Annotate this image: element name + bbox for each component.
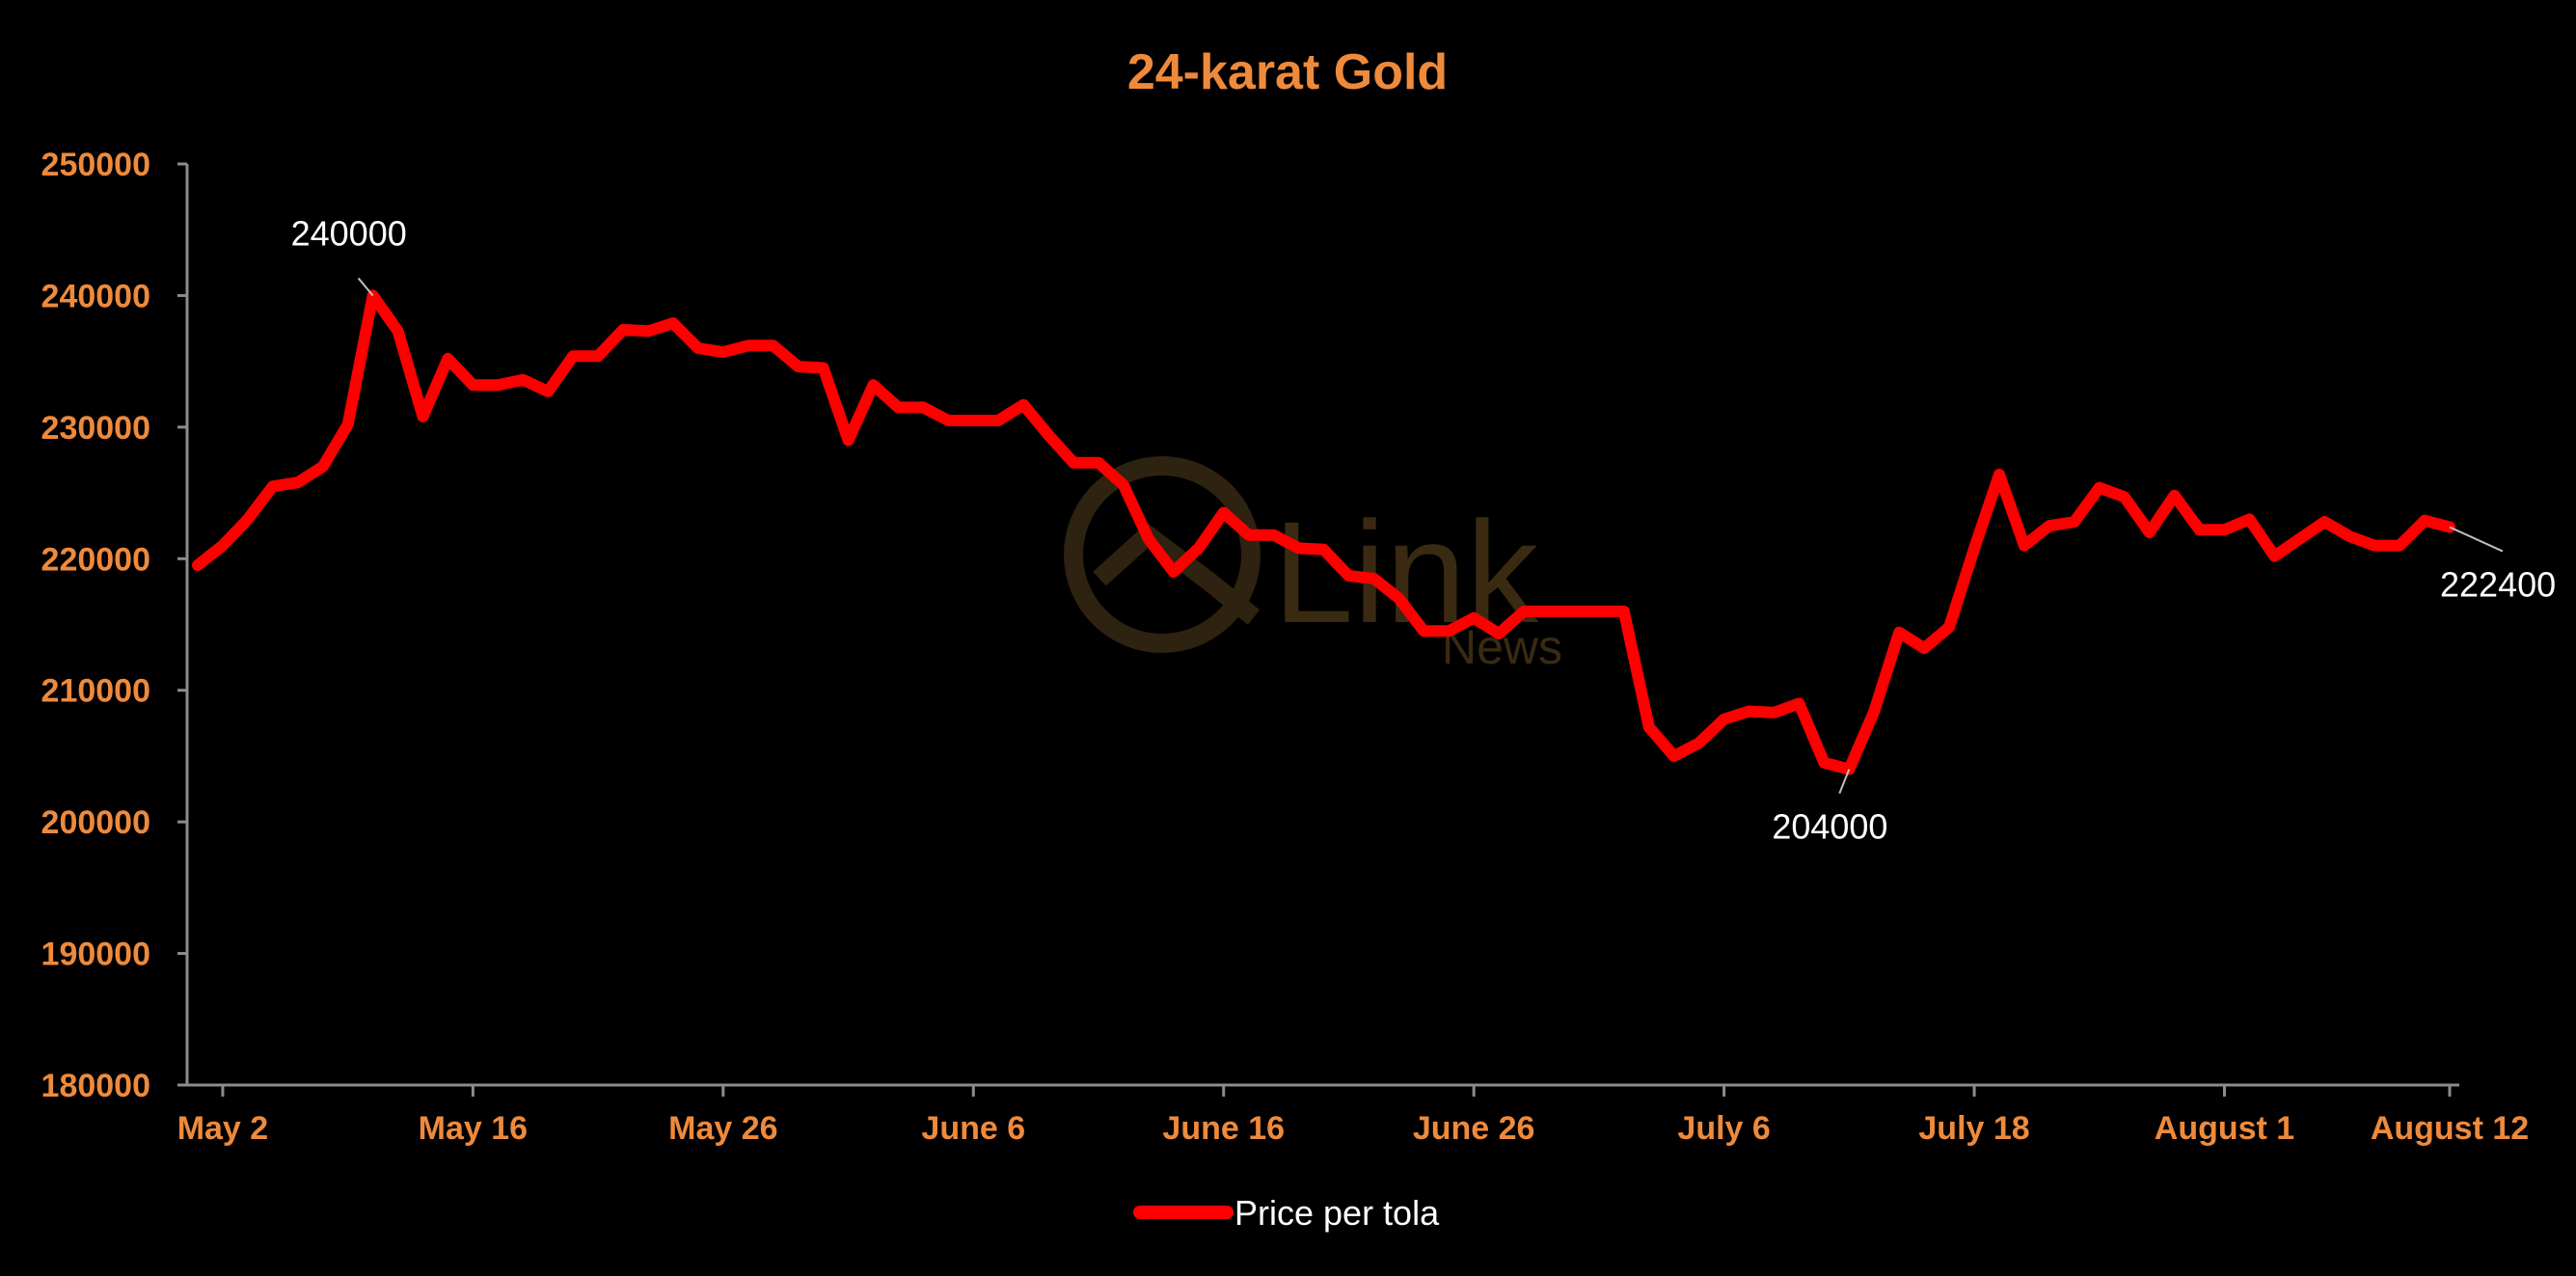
annotation-leader	[357, 277, 374, 297]
y-tick-label: 190000	[41, 937, 150, 973]
series-line-price-per-tola	[192, 289, 2455, 775]
series-group	[192, 289, 2455, 775]
watermark-logo-icon	[1064, 456, 1261, 653]
y-tick-label: 250000	[41, 147, 150, 183]
x-tick-label: June 16	[1162, 1110, 1285, 1147]
annotation-leader	[2449, 526, 2504, 553]
x-tick-label: June 26	[1413, 1110, 1535, 1147]
x-tick-label: May 26	[668, 1110, 777, 1147]
x-tick-label: June 6	[921, 1110, 1025, 1147]
x-tick-label: May 16	[419, 1110, 528, 1147]
watermark: Link News	[1064, 456, 1562, 674]
y-tick-label: 200000	[41, 804, 150, 841]
annotation-leader	[1838, 769, 1851, 794]
x-tick-label: July 6	[1677, 1110, 1770, 1147]
chart-title: 24-karat Gold	[1127, 44, 1448, 100]
y-tick-label: 230000	[41, 410, 150, 447]
x-tick-label: May 2	[177, 1110, 269, 1147]
y-tick-label: 240000	[41, 278, 150, 314]
x-tick-label: August 1	[2155, 1110, 2294, 1147]
x-tick-label: August 12	[2371, 1110, 2529, 1147]
annotation-label: 240000	[291, 213, 407, 253]
y-tick-label: 210000	[41, 673, 150, 710]
annotation-label: 204000	[1772, 807, 1887, 847]
legend-label: Price per tola	[1234, 1193, 1440, 1233]
axes	[185, 164, 2459, 1087]
x-axis-ticks: May 2 May 16 May 26 June 6 June 16 June 26 Jul…	[177, 1085, 2529, 1147]
y-tick-label: 180000	[41, 1068, 150, 1104]
y-tick-label: 220000	[41, 541, 150, 578]
annotation-label: 222400	[2440, 565, 2556, 605]
annotations: 240000 204000 222400	[291, 213, 2557, 846]
y-axis-ticks: 180000 190000 200000 210000 220000 230000 2400…	[41, 147, 187, 1104]
legend: Price per tola	[1133, 1193, 1440, 1233]
x-tick-label: July 18	[1918, 1110, 2029, 1147]
